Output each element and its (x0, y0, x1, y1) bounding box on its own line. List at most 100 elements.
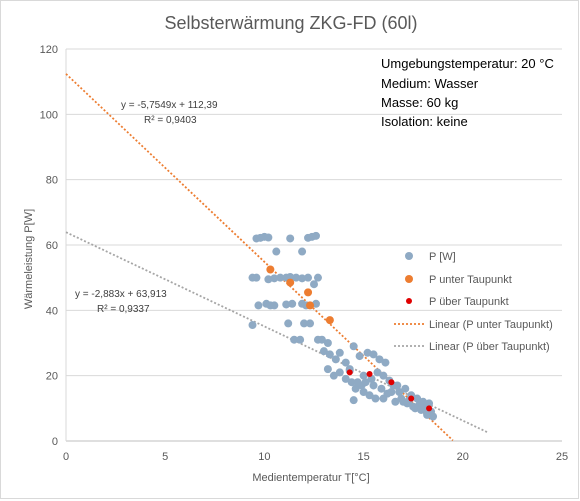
equation-unter: y = -5,7549x + 112,39 (121, 100, 218, 111)
data-points (248, 231, 438, 421)
point-p (298, 247, 307, 256)
point-p (270, 301, 279, 310)
x-tick-label: 5 (162, 451, 168, 463)
point-p (252, 273, 261, 282)
point-p (286, 273, 295, 282)
legend-ueber-label: P über Taupunkt (429, 296, 509, 308)
point-p (313, 273, 322, 282)
point-p (300, 319, 309, 328)
point-p (288, 299, 297, 308)
legend-trend-unter-label: Linear (P unter Taupunkt) (429, 319, 553, 331)
r2-unter: R² = 0,9403 (144, 115, 197, 126)
point-p (264, 233, 273, 242)
point-p (335, 348, 344, 357)
x-axis-title: Medientemperatur T[°C] (252, 472, 369, 484)
x-tick-label: 0 (63, 451, 69, 463)
point-p (319, 347, 328, 356)
point-unter (325, 316, 334, 325)
x-tick-label: 20 (457, 451, 469, 463)
point-ueber (346, 369, 353, 376)
x-tick-label: 10 (258, 451, 270, 463)
point-p (310, 280, 318, 289)
legend-p-label: P [W] (429, 251, 456, 263)
point-p (335, 368, 344, 377)
axes: 0 20 40 60 80 100 120 0 5 10 15 20 25 (40, 44, 568, 463)
y-tick-label: 60 (46, 240, 58, 252)
point-p (417, 405, 426, 414)
point-p (349, 396, 358, 405)
point-p (329, 371, 338, 380)
point-p (292, 273, 301, 282)
point-p (296, 335, 305, 344)
y-tick-label: 20 (46, 371, 58, 383)
point-p (341, 374, 350, 383)
legend-unter-label: P unter Taupunkt (429, 274, 512, 286)
point-p (306, 319, 315, 328)
point-p (387, 388, 396, 396)
point-p (365, 391, 374, 400)
point-p (331, 355, 340, 364)
x-tick-label: 15 (357, 451, 369, 463)
point-p (355, 352, 364, 361)
point-p (373, 368, 382, 377)
info-insulation: Isolation: keine (381, 114, 468, 129)
point-p (369, 381, 378, 390)
point-p (375, 355, 384, 364)
point-p (311, 231, 320, 240)
info-medium: Medium: Wasser (381, 76, 479, 91)
point-p (359, 371, 368, 380)
point-p (298, 274, 307, 283)
x-tick-label: 25 (556, 451, 568, 463)
point-ueber (366, 371, 373, 378)
point-p (377, 384, 386, 393)
point-p (317, 335, 326, 344)
point-p (391, 397, 400, 406)
point-p (429, 412, 438, 421)
point-p (323, 339, 332, 347)
point-p (349, 342, 358, 351)
point-ueber (408, 395, 415, 402)
point-unter (304, 288, 313, 297)
point-p (351, 384, 360, 393)
chart-title: Selbsterwärmung ZKG-FD (60l) (164, 13, 417, 33)
point-p (290, 335, 299, 344)
y-tick-label: 40 (46, 305, 58, 317)
point-ueber (426, 405, 433, 412)
y-axis-title: Wärmeleistung P[W] (23, 209, 35, 309)
y-tick-label: 80 (46, 175, 58, 187)
point-p (353, 378, 362, 387)
y-tick-label: 120 (40, 44, 58, 56)
point-p (286, 234, 295, 243)
point-p (393, 381, 402, 390)
point-p (270, 274, 279, 283)
point-p (347, 378, 356, 387)
point-p (379, 371, 388, 380)
point-p (264, 275, 273, 284)
point-p (272, 247, 281, 256)
point-unter (286, 278, 295, 287)
point-unter (266, 265, 275, 274)
point-p (371, 394, 380, 403)
equation-ueber: y = -2,883x + 63,913 (75, 289, 167, 300)
point-p (284, 319, 293, 328)
point-p (304, 273, 313, 282)
info-box: Umgebungstemperatur: 20 °C Medium: Wasse… (381, 56, 554, 129)
legend-unter-marker (405, 275, 413, 283)
point-p (359, 388, 368, 396)
legend-p-marker (405, 252, 413, 260)
legend-trend-ueber-label: Linear (P über Taupunkt) (429, 341, 550, 353)
point-p (276, 273, 285, 282)
point-p (248, 321, 257, 330)
point-p (381, 358, 390, 367)
point-p (323, 365, 332, 374)
point-ueber (388, 379, 395, 386)
point-p (254, 301, 263, 310)
point-p (379, 394, 388, 403)
point-p (325, 350, 334, 359)
point-p (413, 394, 422, 403)
r2-ueber: R² = 0,9337 (97, 304, 150, 315)
y-tick-label: 0 (52, 436, 58, 448)
info-mass: Masse: 60 kg (381, 95, 458, 110)
point-p (395, 388, 404, 396)
